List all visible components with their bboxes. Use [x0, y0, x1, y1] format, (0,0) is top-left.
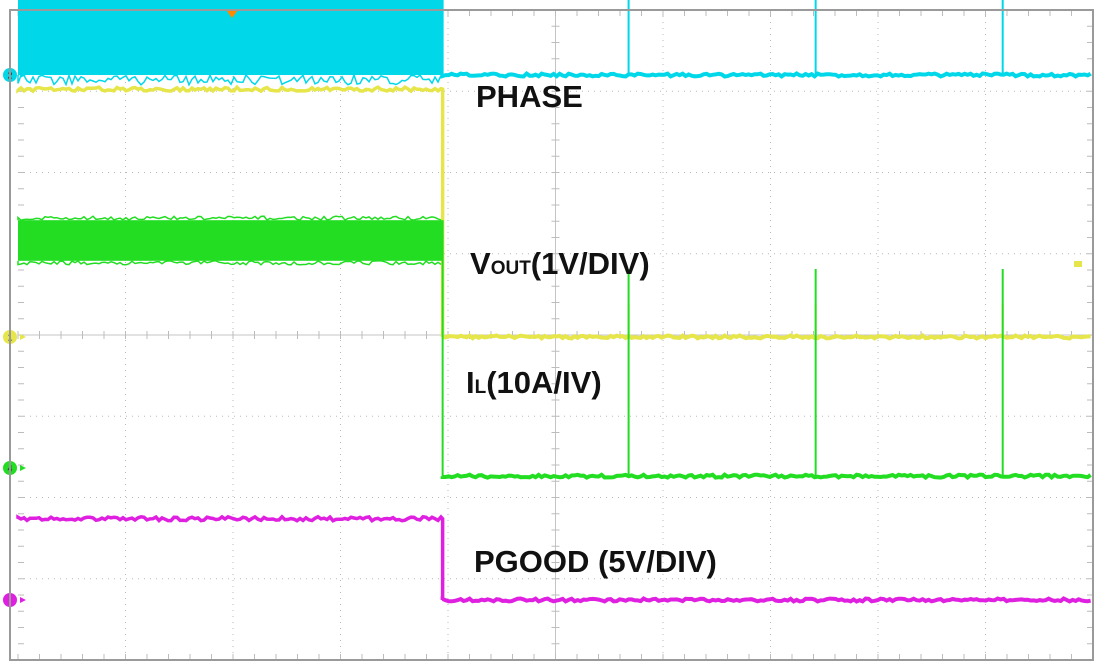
il-switching-band: [18, 220, 443, 261]
pgood-label: PGOOD (5V/DIV): [474, 546, 717, 577]
vout-label-scale: (1V/DIV): [530, 246, 650, 281]
vout-label: VOUT(1V/DIV): [470, 248, 650, 279]
il-label: IL(10A/IV): [466, 367, 602, 398]
waveform-traces: [16, 0, 1092, 604]
il-label-scale: (10A/IV): [486, 365, 602, 400]
il-label-main: I: [466, 365, 475, 400]
il-after-level: [440, 472, 1092, 481]
channel-marker-arrow: [20, 597, 26, 603]
il-trace: [17, 215, 1092, 481]
vout-label-main: V: [470, 246, 491, 281]
trigger-level-marker: [1074, 261, 1082, 267]
pgood-after-level: [440, 595, 1091, 604]
il-band-edge: [17, 215, 442, 222]
vout-label-subscript: OUT: [490, 258, 531, 279]
plot-border: [9, 9, 1094, 661]
phase-label-text: PHASE: [476, 79, 583, 114]
pgood-before-level: [16, 514, 445, 600]
phase-label: PHASE: [476, 81, 583, 112]
trigger-position-marker: [226, 10, 238, 18]
phase-band-edge: [17, 72, 442, 87]
channel-marker-arrow: [20, 334, 26, 340]
channel-marker-arrow: [20, 72, 26, 78]
vout-before-level: [16, 84, 445, 337]
phase-after-level: [440, 71, 1092, 79]
pgood-label-text: PGOOD (5V/DIV): [474, 544, 717, 579]
il-band-edge: [17, 259, 442, 266]
pgood-trace: [16, 514, 1091, 604]
vout-after-level: [442, 332, 1091, 341]
il-label-subscript: L: [474, 377, 487, 398]
channel-marker-arrow: [20, 465, 26, 471]
